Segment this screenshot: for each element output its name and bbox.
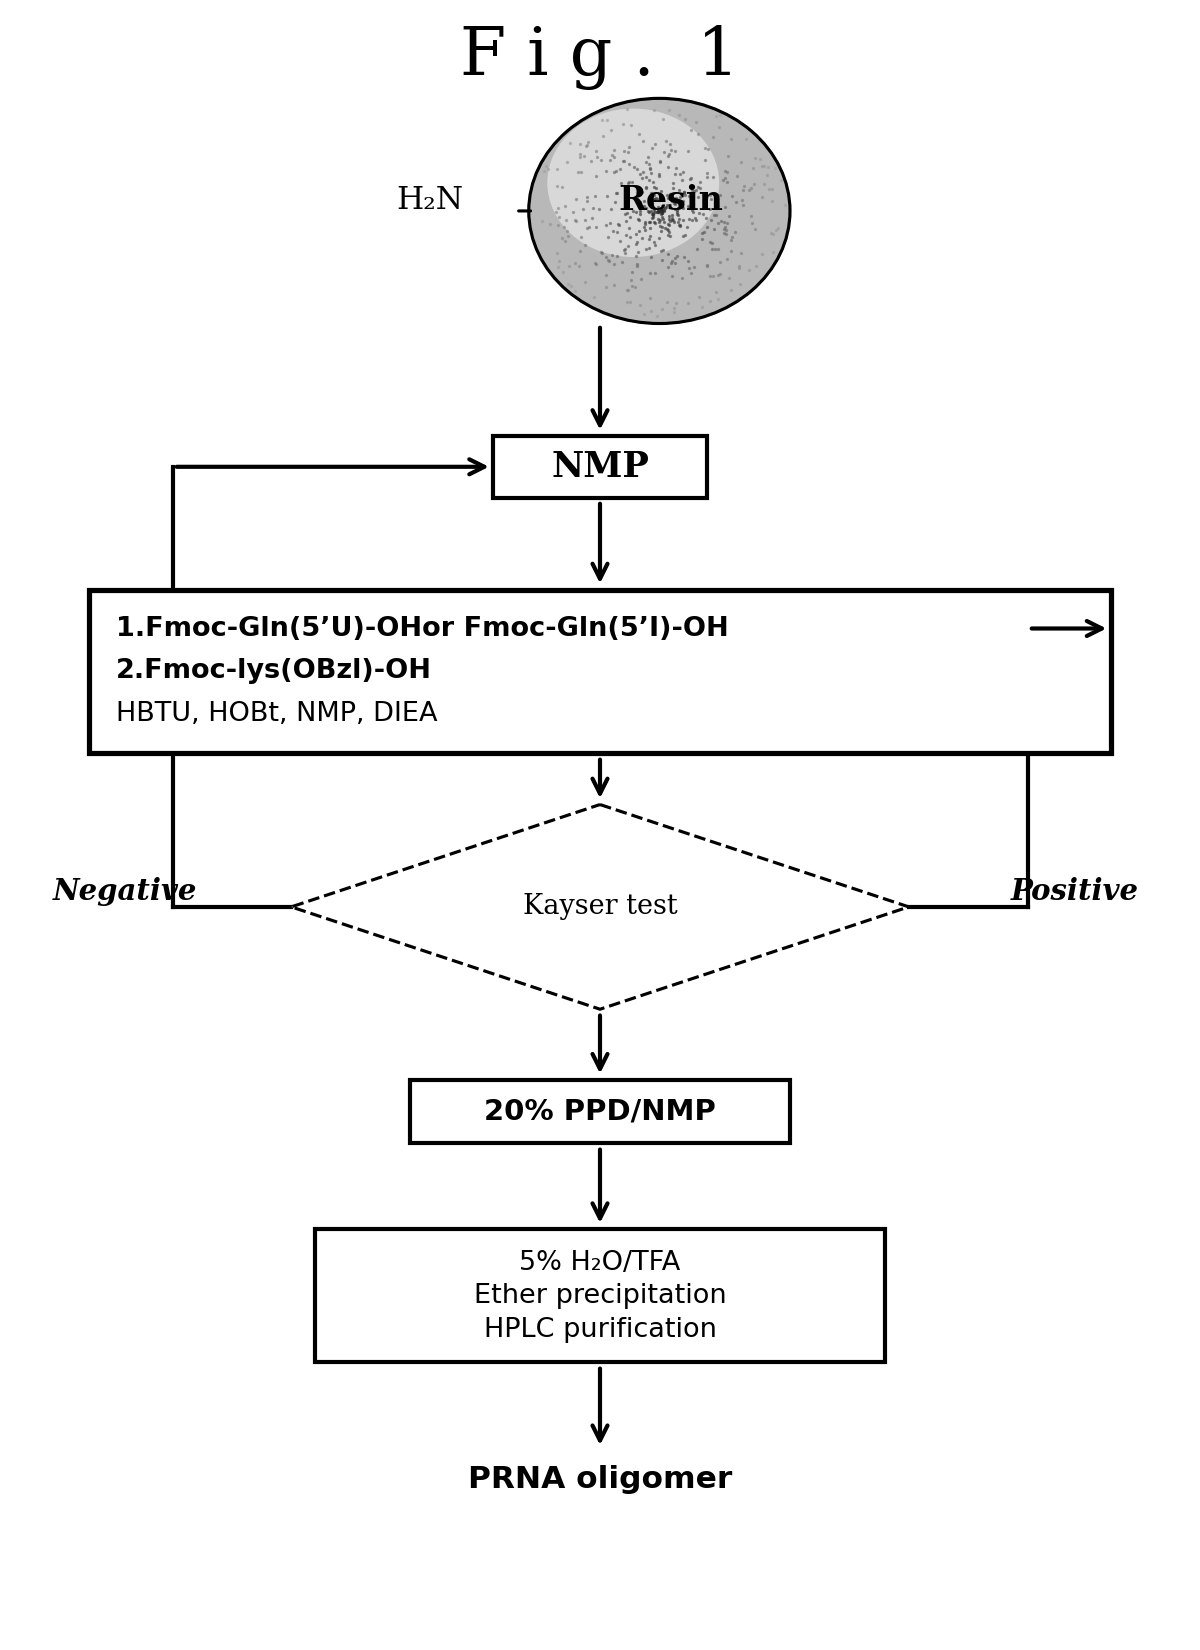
Text: 5% H₂O/TFA: 5% H₂O/TFA <box>520 1251 680 1275</box>
FancyBboxPatch shape <box>493 436 707 498</box>
Text: Positive: Positive <box>1010 878 1139 906</box>
Text: 20% PPD/NMP: 20% PPD/NMP <box>484 1097 716 1125</box>
Text: 1.Fmoc-Gln(5’U)-OHor Fmoc-Gln(5’I)-OH: 1.Fmoc-Gln(5’U)-OHor Fmoc-Gln(5’I)-OH <box>115 615 728 642</box>
Text: Resin: Resin <box>619 185 724 218</box>
Circle shape <box>548 109 718 256</box>
FancyBboxPatch shape <box>410 1079 790 1143</box>
Text: H₂N: H₂N <box>396 185 463 216</box>
FancyBboxPatch shape <box>89 589 1111 754</box>
Text: Ether precipitation: Ether precipitation <box>474 1282 726 1308</box>
Text: PRNA oligomer: PRNA oligomer <box>468 1465 732 1495</box>
Polygon shape <box>292 805 908 1010</box>
FancyBboxPatch shape <box>314 1229 886 1363</box>
Text: F i g .  1: F i g . 1 <box>461 25 739 91</box>
Text: NMP: NMP <box>551 450 649 483</box>
Text: Negative: Negative <box>53 878 197 906</box>
Circle shape <box>529 99 790 323</box>
Text: 2.Fmoc-lys(OBzl)-OH: 2.Fmoc-lys(OBzl)-OH <box>115 658 432 685</box>
Text: HPLC purification: HPLC purification <box>484 1317 716 1343</box>
Text: HBTU, HOBt, NMP, DIEA: HBTU, HOBt, NMP, DIEA <box>115 701 437 728</box>
Text: Kayser test: Kayser test <box>523 893 677 921</box>
